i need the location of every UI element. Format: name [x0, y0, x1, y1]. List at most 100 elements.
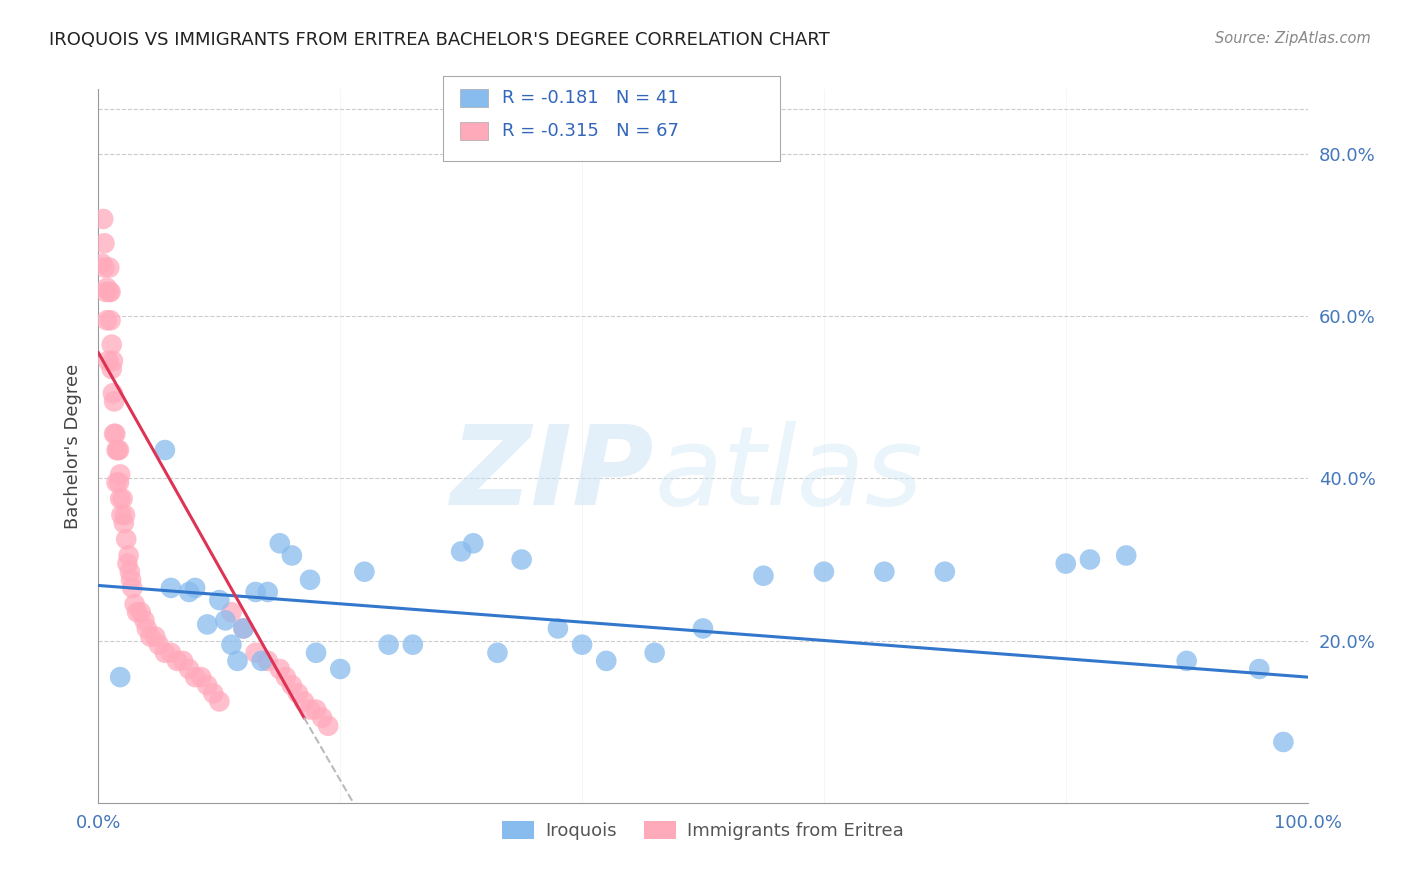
Point	[305, 702, 328, 716]
Point	[160, 581, 183, 595]
Point	[166, 654, 188, 668]
Point	[269, 536, 291, 550]
Point	[153, 443, 176, 458]
Text: IROQUOIS VS IMMIGRANTS FROM ERITREA BACHELOR'S DEGREE CORRELATION CHART: IROQUOIS VS IMMIGRANTS FROM ERITREA BACH…	[49, 31, 830, 49]
Point	[256, 654, 278, 668]
Point	[256, 585, 278, 599]
Point	[101, 354, 124, 368]
Point	[311, 711, 333, 725]
Point	[232, 622, 254, 636]
Text: R = -0.315   N = 67: R = -0.315 N = 67	[502, 122, 679, 140]
Point	[179, 662, 201, 676]
Point	[105, 443, 128, 458]
Point	[1249, 662, 1271, 676]
Point	[93, 236, 115, 251]
Point	[752, 568, 775, 582]
Point	[108, 491, 131, 506]
Point	[100, 313, 122, 327]
Point	[135, 622, 157, 636]
Point	[114, 508, 136, 522]
Point	[108, 467, 131, 482]
Point	[1115, 549, 1137, 563]
Point	[463, 536, 485, 550]
Point	[100, 362, 122, 376]
Point	[450, 544, 472, 558]
Point	[143, 630, 166, 644]
Point	[1272, 735, 1295, 749]
Point	[184, 581, 207, 595]
Point	[172, 654, 194, 668]
Point	[486, 646, 509, 660]
Point	[692, 622, 714, 636]
Point	[97, 354, 120, 368]
Point	[129, 605, 152, 619]
Point	[121, 581, 143, 595]
Point	[100, 285, 122, 299]
Point	[813, 565, 835, 579]
Point	[91, 211, 114, 226]
Legend: Iroquois, Immigrants from Eritrea: Iroquois, Immigrants from Eritrea	[495, 814, 911, 847]
Point	[98, 260, 121, 275]
Point	[195, 617, 218, 632]
Point	[195, 678, 218, 692]
Point	[96, 281, 118, 295]
Point	[94, 285, 117, 299]
Point	[93, 260, 115, 275]
Point	[329, 662, 352, 676]
Point	[134, 613, 156, 627]
Point	[305, 646, 328, 660]
Point	[269, 662, 291, 676]
Text: atlas: atlas	[655, 421, 924, 528]
Point	[160, 646, 183, 660]
Point	[232, 622, 254, 636]
Point	[124, 597, 146, 611]
Point	[221, 638, 243, 652]
Point	[118, 549, 141, 563]
Point	[104, 426, 127, 441]
Point	[299, 702, 322, 716]
Point	[1078, 552, 1101, 566]
Point	[103, 426, 125, 441]
Point	[120, 573, 142, 587]
Text: R = -0.181   N = 41: R = -0.181 N = 41	[502, 89, 679, 107]
Point	[105, 475, 128, 490]
Point	[184, 670, 207, 684]
Point	[287, 686, 309, 700]
Point	[117, 557, 139, 571]
Y-axis label: Bachelor's Degree: Bachelor's Degree	[65, 363, 83, 529]
Point	[190, 670, 212, 684]
Point	[644, 646, 666, 660]
Point	[221, 605, 243, 619]
Point	[118, 565, 141, 579]
Point	[115, 533, 138, 547]
Point	[873, 565, 896, 579]
Point	[153, 646, 176, 660]
Point	[148, 638, 170, 652]
Point	[91, 256, 114, 270]
Point	[202, 686, 225, 700]
Point	[139, 630, 162, 644]
Point	[127, 605, 149, 619]
Point	[353, 565, 375, 579]
Point	[377, 638, 399, 652]
Point	[595, 654, 617, 668]
Point	[101, 386, 124, 401]
Text: Source: ZipAtlas.com: Source: ZipAtlas.com	[1215, 31, 1371, 46]
Point	[100, 337, 122, 351]
Point	[292, 694, 315, 708]
Point	[96, 313, 118, 327]
Point	[226, 654, 249, 668]
Point	[108, 670, 131, 684]
Point	[108, 475, 131, 490]
Point	[274, 670, 297, 684]
Point	[245, 646, 267, 660]
Point	[316, 719, 339, 733]
Point	[179, 585, 201, 599]
Point	[1175, 654, 1198, 668]
Point	[281, 549, 304, 563]
Point	[208, 694, 231, 708]
Point	[108, 443, 131, 458]
Point	[103, 394, 125, 409]
Point	[299, 573, 322, 587]
Point	[547, 622, 569, 636]
